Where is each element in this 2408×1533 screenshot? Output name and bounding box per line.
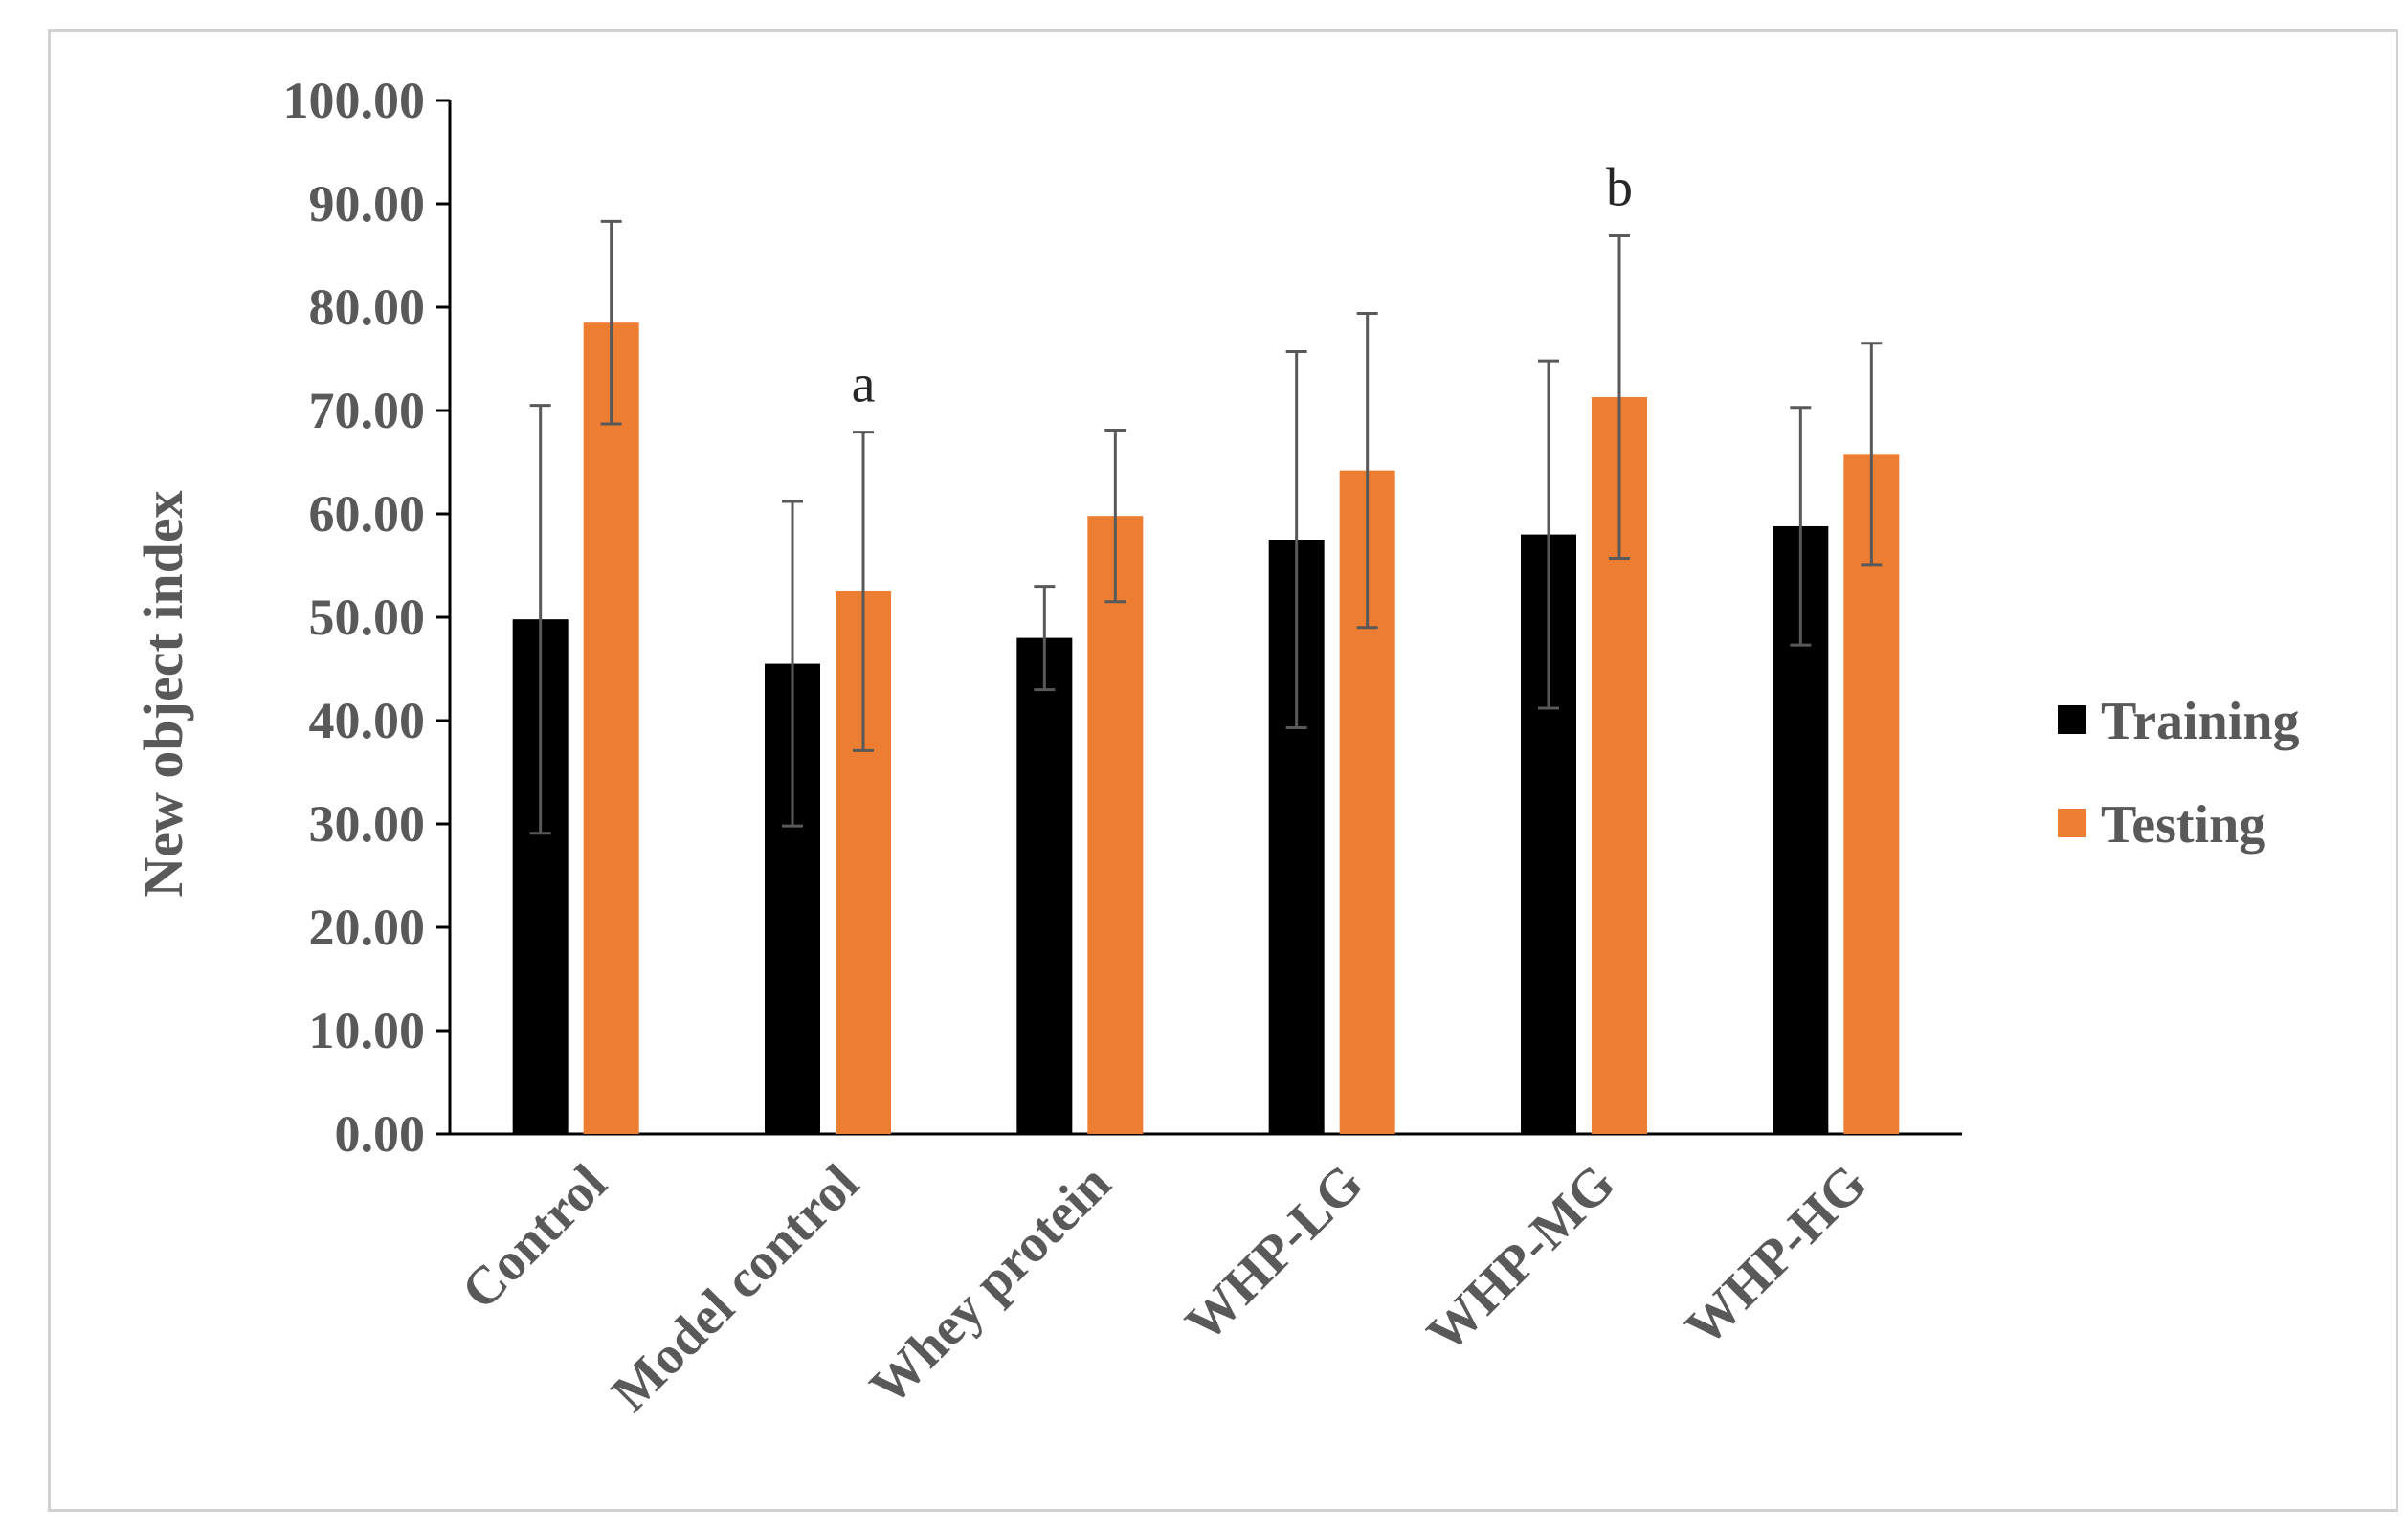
x-category-label: WHP-LG (1174, 1153, 1374, 1353)
y-axis: 0.00 10.00 20.00 30.00 40.00 50.00 60.00 70.00 8… (283, 72, 452, 1163)
x-category-label: WHP-MG (1416, 1153, 1626, 1364)
y-tick-label: 30.00 (309, 795, 426, 853)
y-tick-label: 50.00 (309, 589, 426, 646)
bar-testing (1087, 516, 1144, 1134)
x-category-label: Whey protein (858, 1153, 1122, 1416)
y-tick-label: 90.00 (309, 175, 426, 233)
figure-frame (48, 29, 2398, 1512)
y-tick-label: 70.00 (309, 382, 426, 439)
x-category-label: Model control (600, 1153, 870, 1423)
bar-training (1016, 637, 1073, 1134)
y-tick-label: 20.00 (309, 899, 426, 956)
legend-swatch-testing (2058, 809, 2086, 837)
y-axis-label: New object index (132, 490, 194, 897)
significance-label: a (852, 355, 876, 414)
annotations: ab (852, 158, 1633, 413)
error-bars (529, 219, 1883, 835)
y-tick-label: 40.00 (309, 692, 426, 749)
x-category-label: WHP-HG (1674, 1153, 1878, 1357)
significance-label: b (1606, 158, 1633, 217)
legend: Training Testing (2058, 692, 2299, 855)
bar-testing (1843, 454, 1900, 1134)
y-tick-label: 10.00 (309, 1002, 426, 1059)
x-category-label: Control (451, 1153, 618, 1321)
y-tick-label: 100.00 (283, 72, 426, 129)
bars (512, 322, 1900, 1135)
y-tick-label: 80.00 (309, 278, 426, 336)
legend-label-training: Training (2101, 692, 2299, 751)
y-tick-label: 60.00 (309, 485, 426, 543)
bar-testing (583, 322, 639, 1134)
legend-label-testing: Testing (2101, 795, 2265, 855)
legend-swatch-training (2058, 705, 2086, 734)
y-tick-label: 0.00 (335, 1105, 426, 1163)
